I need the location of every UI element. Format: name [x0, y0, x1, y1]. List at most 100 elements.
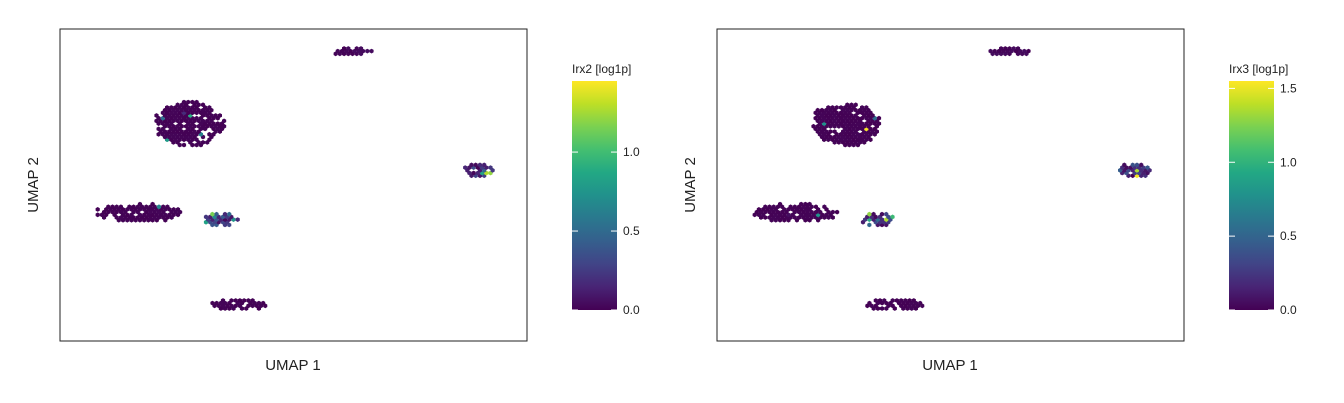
plot-frame: [716, 28, 1185, 342]
hex-bin: [137, 201, 142, 207]
hex-bin: [882, 298, 887, 303]
hex-bin: [771, 204, 776, 210]
hex-bin: [215, 121, 220, 126]
hex-bin: [999, 46, 1004, 51]
hex-bin: [988, 48, 993, 54]
hex-bin: [864, 105, 869, 110]
hex-bin: [876, 115, 882, 121]
hex-bin: [227, 211, 232, 217]
hex-bin: [346, 46, 351, 51]
hex-bin: [235, 217, 240, 222]
hex-bin: [358, 46, 364, 51]
hex-bin: [463, 165, 468, 170]
hex-bin: [203, 214, 209, 220]
hex-bin: [335, 48, 340, 54]
hex-bin: [194, 99, 199, 105]
hex-bin: [469, 162, 474, 168]
hex-bin: [867, 300, 872, 306]
colorbar-tick-label: 1.0: [623, 145, 640, 159]
hex-bin: [1026, 48, 1031, 54]
hex-bin: [871, 211, 876, 217]
hex-bin: [190, 99, 195, 105]
hex-bin: [838, 105, 844, 110]
hex-bin: [1134, 162, 1139, 168]
x-axis-label: UMAP 1: [922, 357, 978, 374]
hex-bin: [1130, 162, 1135, 168]
hex-bin: [214, 211, 219, 217]
hex-bin: [907, 298, 912, 303]
hex-bin: [95, 207, 100, 212]
hex-bin: [156, 204, 161, 210]
hex-bin: [811, 123, 816, 129]
hex-bin: [220, 298, 226, 303]
hex-bin: [222, 211, 228, 217]
x-axis-label: UMAP 1: [265, 357, 321, 374]
hex-bin: [1007, 46, 1012, 51]
hex-bin: [830, 209, 835, 215]
hex-bin: [482, 162, 487, 168]
colorbar-tick-label: 0.5: [1280, 229, 1297, 243]
colorbar-tick-label: 0.5: [623, 224, 640, 238]
hex-bin: [1022, 48, 1027, 54]
hex-bin: [767, 204, 772, 210]
hex-bin: [210, 211, 215, 217]
hex-bin: [150, 201, 155, 207]
hex-bin: [763, 204, 768, 210]
hex-bin: [213, 113, 218, 118]
hex-bin: [110, 204, 115, 210]
hex-bin: [830, 105, 835, 110]
hex-bin: [803, 201, 808, 207]
hex-bin: [200, 140, 206, 145]
hex-bin: [181, 99, 187, 105]
hex-bin: [880, 306, 885, 311]
hex-bin: [832, 129, 837, 134]
hex-bin: [207, 131, 212, 137]
hex-bin: [992, 48, 997, 54]
hex-bin: [106, 204, 111, 210]
hex-bin: [156, 126, 161, 132]
colorbar-title: Irx3 [log1p]: [1229, 62, 1288, 76]
colorbar-tick-label: 0.0: [623, 303, 640, 317]
hex-bin: [131, 204, 136, 210]
hex-bin: [261, 300, 266, 306]
colorbar-gradient: [572, 81, 617, 310]
hex-bin: [354, 46, 359, 51]
colorbar-tick-label: 0.0: [1280, 303, 1297, 317]
hex-bin: [473, 162, 478, 168]
colorbar: Irx2 [log1p] 0.0 0.5 1.0: [572, 62, 640, 317]
hex-bin: [860, 105, 865, 110]
hex-bin: [890, 214, 895, 220]
hex-bin: [899, 298, 904, 303]
colorbar: Irx3 [log1p] 0.0 0.5 1.0 1.5: [1229, 62, 1297, 317]
hex-bin: [911, 298, 916, 303]
colorbar-tick-label: 1.5: [1280, 81, 1297, 95]
hex-bin: [890, 298, 895, 303]
hex-bin: [822, 204, 827, 210]
hex-bin: [118, 204, 123, 210]
hex-bin: [788, 204, 793, 210]
hex-bin: [369, 48, 374, 54]
hex-bin: [477, 162, 482, 168]
hex-bin: [342, 46, 347, 51]
hex-bin: [222, 118, 227, 124]
hex-bin: [246, 298, 251, 303]
hex-bin: [873, 298, 878, 303]
hex-bin: [256, 300, 261, 306]
hex-bin: [165, 105, 170, 110]
hex-bin: [826, 105, 831, 110]
colorbar-title: Irx2 [log1p]: [572, 62, 631, 76]
hex-bin: [792, 204, 797, 210]
hex-bin: [918, 300, 923, 306]
panel-irx3: UMAP 1 UMAP 2 Irx3 [log1p] 0.0 0.5 1.0 1.5: [682, 28, 1297, 374]
hex-bin: [849, 102, 854, 108]
hex-bin: [175, 102, 180, 108]
hex-bin: [894, 298, 899, 303]
hex-bin: [1003, 46, 1008, 51]
hex-bin: [210, 300, 215, 306]
hex-bin: [181, 142, 187, 148]
hexbin-layer: [95, 46, 495, 311]
hex-bin: [175, 207, 181, 212]
hex-bin: [207, 105, 212, 110]
hex-bin: [365, 48, 370, 54]
